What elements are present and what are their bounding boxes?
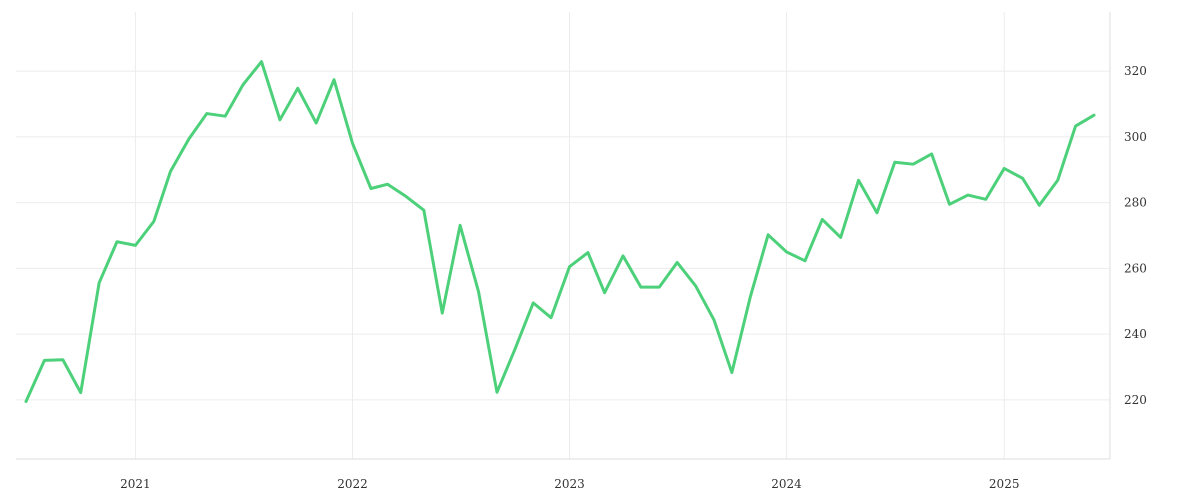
y-tick-label: 280 xyxy=(1124,196,1147,210)
y-tick-label: 240 xyxy=(1124,327,1147,341)
y-tick-label: 260 xyxy=(1124,261,1147,275)
x-tick-label: 2022 xyxy=(337,477,368,491)
y-tick-label: 320 xyxy=(1124,64,1147,78)
grid-lines xyxy=(16,12,1110,459)
x-tick-label: 2021 xyxy=(120,477,151,491)
y-tick-label: 300 xyxy=(1124,130,1147,144)
series-line xyxy=(24,60,1096,403)
x-tick-label: 2023 xyxy=(554,477,585,491)
series-layer xyxy=(24,60,1096,403)
x-tick-label: 2024 xyxy=(771,477,802,491)
x-tick-label: 2025 xyxy=(989,477,1020,491)
axes xyxy=(16,12,1111,460)
y-tick-label: 220 xyxy=(1124,393,1147,407)
tick-labels: 220 240 260 280 300 320 2021 2022 2023 2024 2025 xyxy=(120,64,1147,491)
